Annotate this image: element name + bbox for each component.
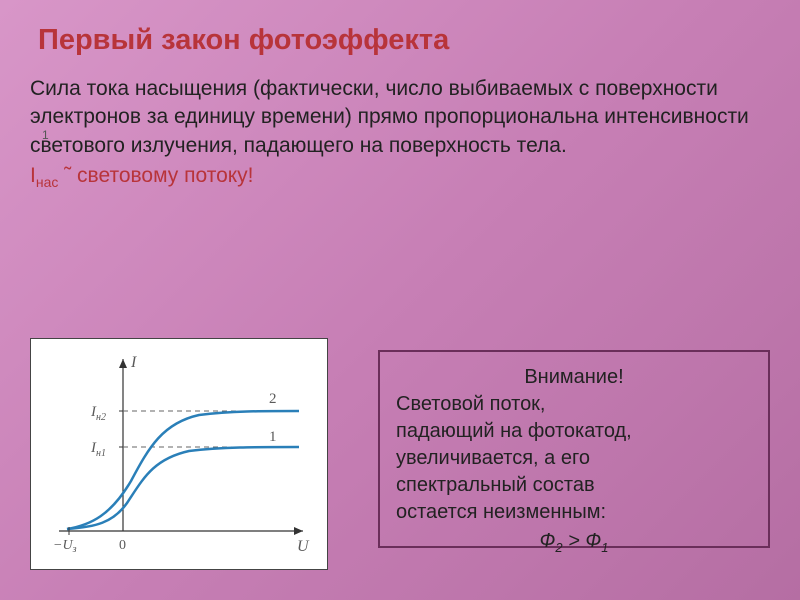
info-line-2: падающий на фотокатод, xyxy=(396,418,752,445)
info-line-5: остается неизменным: xyxy=(396,499,752,526)
body-paragraph: Сила тока насыщения (фактически, число в… xyxy=(0,57,800,160)
phi-1-sub: 1 xyxy=(601,540,608,555)
info-line-1: Световой поток, xyxy=(396,391,752,418)
phi-1-symbol: Ф xyxy=(585,530,601,552)
svg-text:Iн1: Iн1 xyxy=(90,440,106,459)
formula-subscript: нас xyxy=(36,174,59,190)
svg-text:I: I xyxy=(130,354,137,371)
info-header: Внимание! xyxy=(396,364,752,391)
slide-title: Первый закон фотоэффекта xyxy=(0,0,800,57)
info-callout: Внимание! Световой поток, падающий на фо… xyxy=(378,350,770,548)
info-line-3: увеличивается, а его xyxy=(396,445,752,472)
page-number: 1 xyxy=(42,128,49,142)
phi-2-sub: 2 xyxy=(555,540,562,555)
chart-svg: Iн1 Iн2 I U 0 −Uз 1 2 xyxy=(31,339,329,571)
svg-text:0: 0 xyxy=(119,538,126,553)
svg-text:U: U xyxy=(297,538,310,555)
formula-text: ˜ световому потоку! xyxy=(58,164,253,187)
svg-text:Iн2: Iн2 xyxy=(90,404,106,423)
svg-text:−Uз: −Uз xyxy=(53,538,77,555)
svg-text:1: 1 xyxy=(269,429,277,445)
saturation-chart: Iн1 Iн2 I U 0 −Uз 1 2 xyxy=(30,338,328,570)
info-line-4: спектральный состав xyxy=(396,472,752,499)
formula-line: Iнас ˜ световому потоку! xyxy=(0,160,800,190)
info-inequality: Ф2 > Ф1 xyxy=(396,528,752,557)
svg-text:2: 2 xyxy=(269,391,277,407)
phi-2-symbol: Ф xyxy=(539,530,555,552)
phi-relation: > xyxy=(563,530,586,552)
